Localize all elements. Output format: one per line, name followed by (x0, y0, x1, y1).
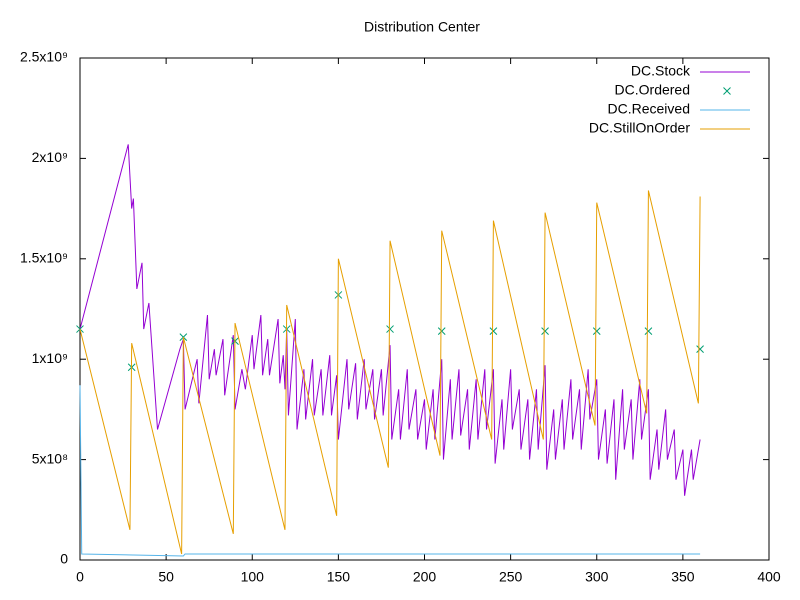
series-point (696, 345, 704, 354)
x-tick-label: 50 (158, 569, 174, 585)
x-tick-label: 0 (76, 569, 84, 585)
y-tick-label: 1.5x10⁹ (20, 250, 68, 266)
series-point (386, 325, 394, 333)
legend-label: DC.Received (608, 101, 690, 117)
series-point (592, 327, 601, 335)
x-tick-label: 100 (241, 569, 265, 585)
x-tick-label: 150 (327, 569, 351, 585)
y-tick-label: 5x10⁸ (32, 450, 68, 466)
legend-label: DC.StillOnOrder (589, 120, 690, 136)
legend-label: DC.Stock (631, 63, 691, 79)
x-tick-label: 300 (585, 569, 609, 585)
x-tick-label: 200 (413, 569, 437, 585)
series-line (79, 190, 701, 555)
y-tick-label: 2x10⁹ (32, 149, 68, 165)
x-tick-label: 350 (671, 569, 695, 585)
series-point (437, 327, 446, 335)
x-tick-label: 250 (499, 569, 523, 585)
series-point (644, 327, 653, 335)
series-line (79, 385, 701, 557)
y-tick-label: 2.5x10⁹ (20, 49, 68, 65)
y-tick-label: 1x10⁹ (32, 350, 68, 366)
series-line (79, 144, 701, 496)
x-tick-label: 400 (757, 569, 781, 585)
legend-label: DC.Ordered (615, 82, 690, 98)
legend-symbol (723, 87, 731, 95)
chart-title: Distribution Center (364, 19, 480, 35)
series-point (489, 327, 498, 335)
y-tick-label: 0 (60, 551, 68, 567)
series-point (541, 327, 549, 335)
